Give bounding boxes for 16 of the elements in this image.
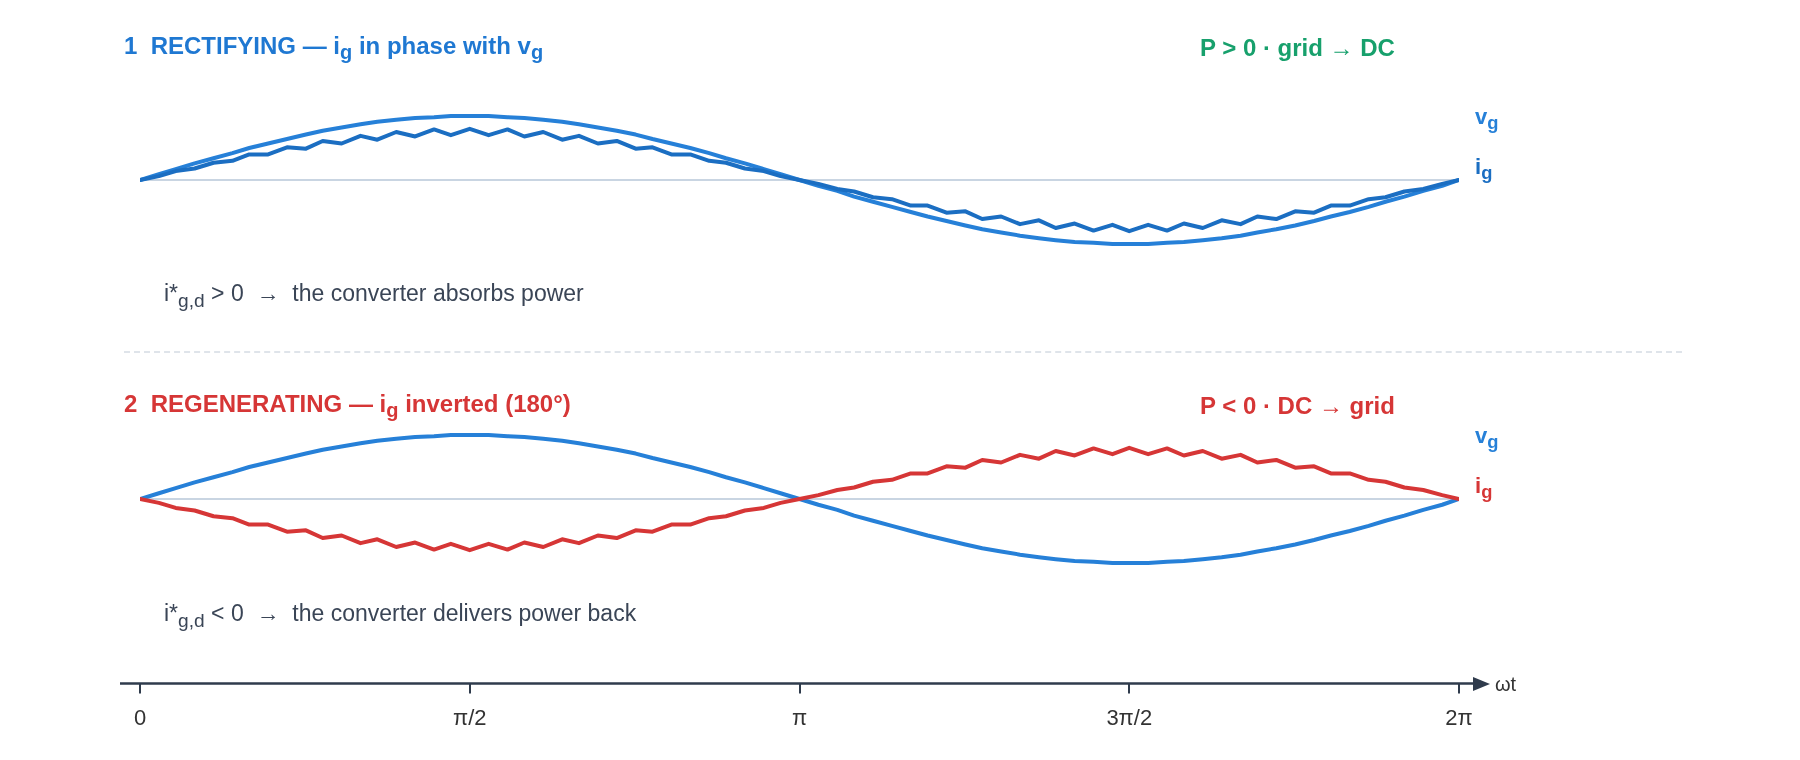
text: i*$_{g,d}$ < 0 → the converter delivers power back	[164, 600, 637, 632]
x-tick-label: 2π	[1445, 704, 1473, 730]
chart-title: 1 RECTIFYING — i$_{g}$ in phase with v$_{g}$	[124, 31, 544, 65]
text: i*$_{g,d}$ > 0 → the converter absorbs power	[164, 280, 584, 312]
chart-subtitle: P > 0 · grid → DC	[1200, 33, 1395, 63]
x-tick-label: π	[791, 704, 808, 730]
series-label: i$_{g}$	[1475, 472, 1493, 504]
x-tick-label: π/2	[452, 704, 487, 730]
x-axis-title: ωt	[1495, 671, 1517, 696]
text: v$_{g}$	[1475, 103, 1499, 135]
x-tick-label: 0	[133, 704, 147, 730]
x-tick-label: 3π/2	[1106, 704, 1153, 730]
series-label: i$_{g}$	[1475, 153, 1493, 185]
chart-title: 2 REGENERATING — i$_{g}$ inverted (180°)	[124, 389, 571, 423]
chart-subtitle: P < 0 · DC → grid	[1200, 391, 1395, 421]
text: v$_{g}$	[1475, 422, 1499, 454]
